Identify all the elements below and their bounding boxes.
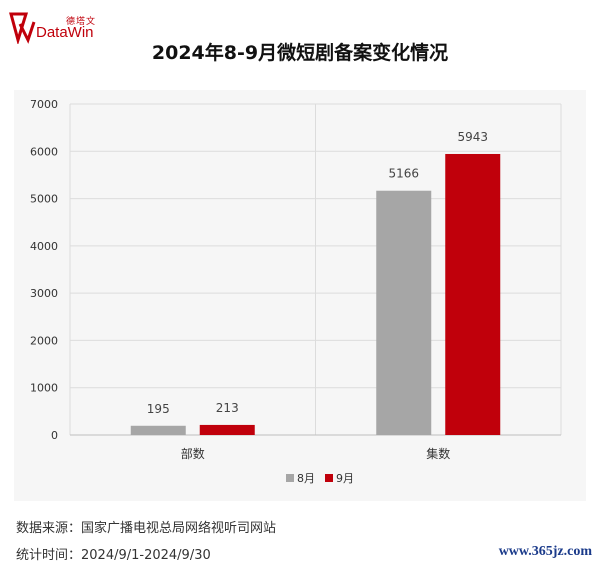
stat-period: 统计时间：2024/9/1-2024/9/30 [16, 544, 211, 563]
y-tick-label: 2000 [30, 334, 58, 347]
datawin-logo: 德塔文 DataWin [8, 10, 118, 46]
y-tick-label: 3000 [30, 287, 58, 300]
data-label: 213 [216, 401, 239, 415]
bar [130, 425, 186, 435]
stat-period-value: 2024/9/1-2024/9/30 [81, 548, 211, 563]
y-tick-label: 4000 [30, 240, 58, 253]
legend-swatch [325, 474, 333, 482]
legend-swatch [286, 474, 294, 482]
data-label: 5943 [457, 130, 488, 144]
bar [199, 424, 255, 435]
watermark: www.365jz.com [498, 544, 592, 559]
datawin-logo-icon [9, 12, 36, 44]
stat-period-label: 统计时间： [16, 548, 82, 563]
data-source-value: 国家广播电视总局网络视听司网站 [81, 521, 277, 536]
legend-label: 9月 [336, 472, 354, 485]
x-tick-label: 部数 [181, 446, 205, 461]
y-tick-label: 7000 [30, 98, 58, 111]
data-label: 5166 [388, 167, 419, 181]
bar [445, 153, 501, 435]
x-tick-label: 集数 [426, 446, 450, 461]
logo-chinese-text: 德塔文 [66, 17, 97, 27]
chart-title: 2024年8-9月微短剧备案变化情况 [151, 42, 449, 64]
y-tick-label: 0 [51, 429, 58, 442]
bar [376, 190, 432, 435]
y-tick-label: 6000 [30, 145, 58, 158]
chart-panel: 0 1000 2000 3000 4000 5000 6000 7000 195 213 部数 516… [14, 90, 586, 501]
bar-chart: 0 1000 2000 3000 4000 5000 6000 7000 195 213 部数 516… [30, 98, 562, 485]
data-source-label: 数据来源： [16, 521, 82, 536]
y-tick-label: 5000 [30, 193, 58, 206]
legend-label: 8月 [297, 472, 315, 485]
y-tick-label: 1000 [30, 382, 58, 395]
data-source: 数据来源：国家广播电视总局网络视听司网站 [16, 517, 276, 536]
data-label: 195 [147, 402, 170, 416]
logo-english-text: DataWin [36, 24, 94, 41]
